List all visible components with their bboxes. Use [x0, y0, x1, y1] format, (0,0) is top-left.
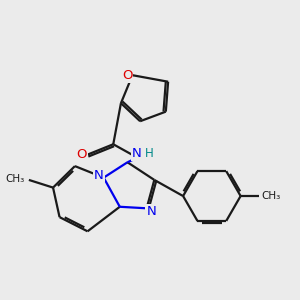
Text: N: N — [94, 169, 104, 182]
Text: N: N — [146, 205, 156, 218]
Text: O: O — [122, 69, 132, 82]
Text: O: O — [76, 148, 87, 161]
Text: CH₃: CH₃ — [261, 191, 280, 201]
Text: H: H — [145, 147, 153, 160]
Text: CH₃: CH₃ — [5, 174, 24, 184]
Text: N: N — [132, 147, 142, 160]
